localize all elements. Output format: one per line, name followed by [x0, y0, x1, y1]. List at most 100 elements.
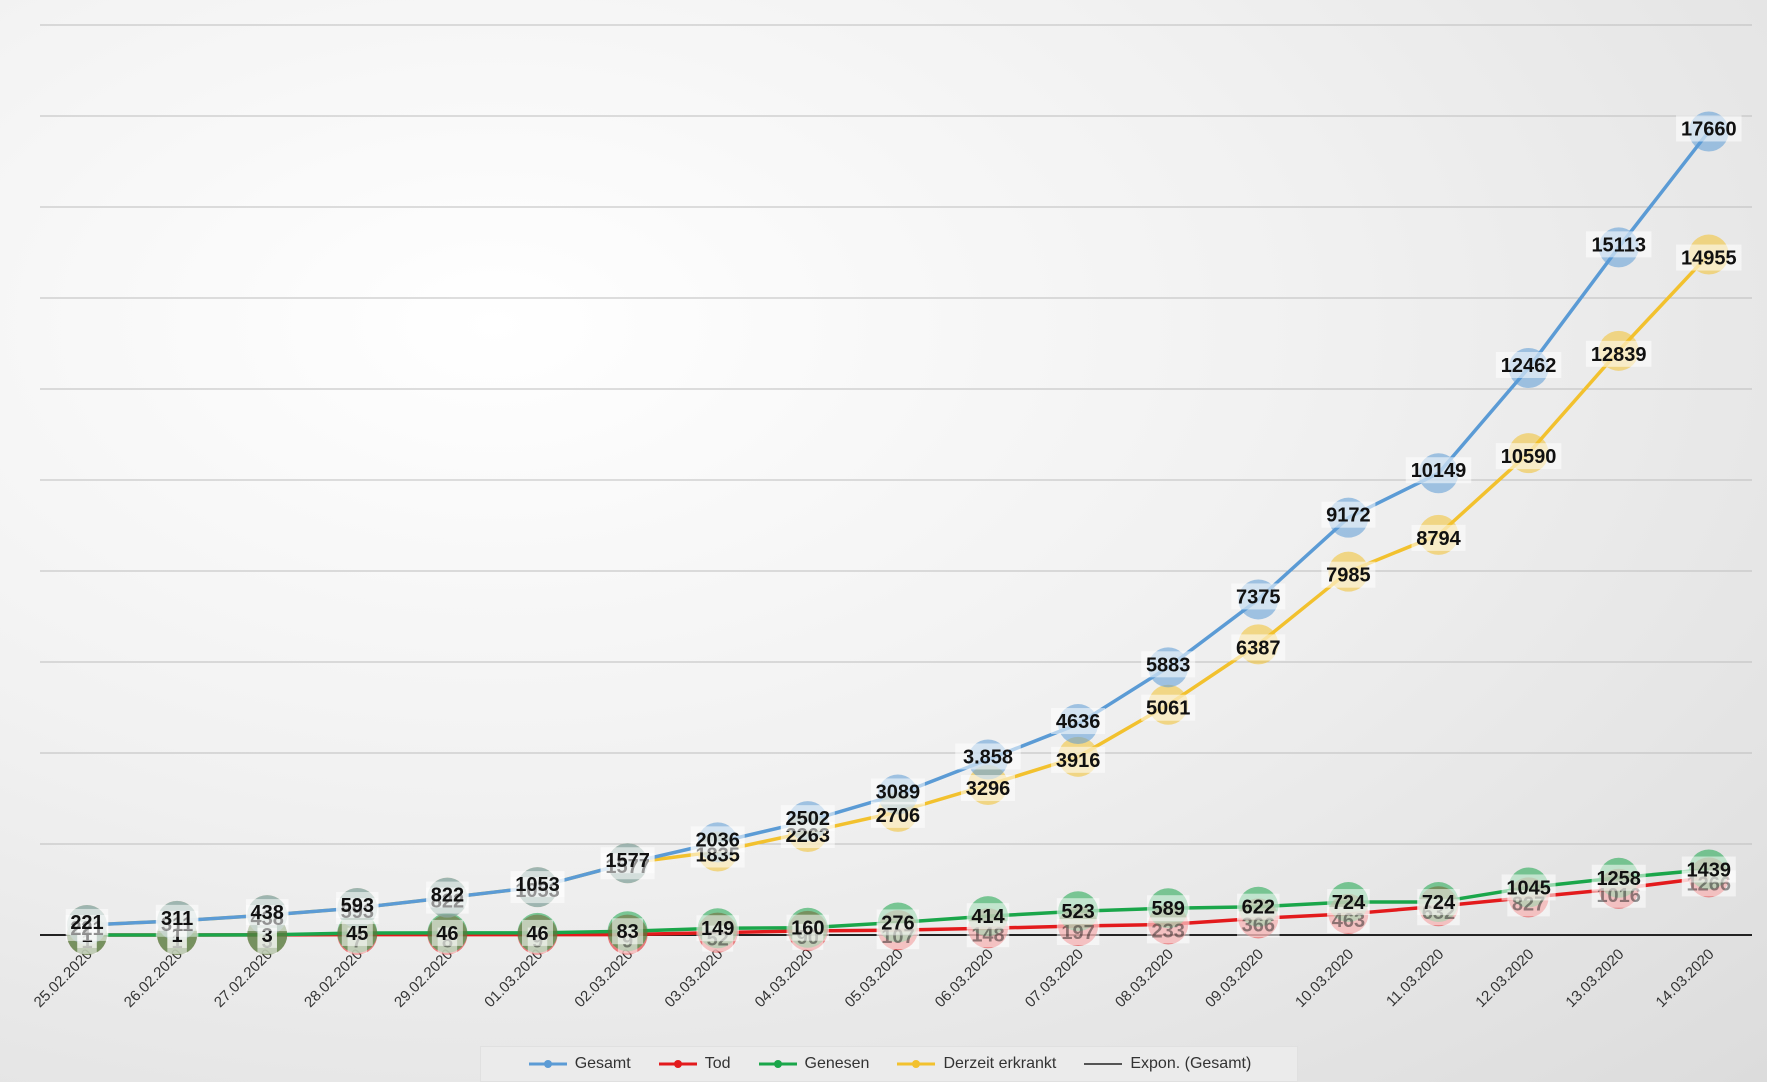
legend-label: Derzeit erkrankt [943, 1055, 1057, 1072]
data-label-bg [876, 909, 920, 936]
data-label: 2502 [786, 808, 831, 830]
data-label: 589 [1152, 898, 1185, 920]
x-tick-label: 04.03.2020 [752, 946, 817, 1011]
data-label: 221 [70, 912, 103, 934]
data-label-bg [1585, 231, 1652, 258]
data-label: 438 [251, 902, 284, 924]
data-label: 83 [616, 921, 638, 943]
data-label-bg [1495, 351, 1562, 378]
data-label: 6387 [1236, 637, 1281, 659]
data-label: 9172 [1326, 505, 1371, 527]
data-label: 3.858 [963, 746, 1013, 768]
data-label: 523 [1061, 901, 1094, 923]
data-label-bg [431, 919, 463, 946]
data-label-bg [1056, 898, 1100, 925]
data-label-bg [1231, 634, 1286, 661]
data-label-bg [245, 899, 289, 926]
data-label: 45 [346, 923, 368, 945]
data-label-bg [786, 914, 830, 941]
data-label-bg [1231, 583, 1286, 610]
data-label-bg [426, 881, 469, 908]
data-label-bg [341, 919, 373, 946]
series-markers [67, 111, 1729, 955]
data-label-bg [870, 778, 925, 805]
data-label-bg [155, 904, 199, 931]
data-label-bg [510, 871, 565, 898]
data-label-bg [1141, 651, 1196, 678]
legend-label: Tod [704, 1055, 731, 1072]
data-label-bg [65, 908, 109, 935]
data-label-bg [1591, 864, 1646, 891]
data-label-bg [1676, 244, 1742, 271]
data-label-bg [1495, 443, 1562, 470]
data-label: 3 [262, 925, 273, 947]
data-label-bg [1321, 501, 1376, 528]
data-label: 12462 [1501, 355, 1557, 377]
x-tick-label: 14.03.2020 [1653, 946, 1718, 1011]
x-tick-label: 09.03.2020 [1202, 946, 1267, 1011]
x-tick-label: 06.03.2020 [932, 946, 997, 1011]
data-label: 724 [1332, 892, 1366, 914]
data-label: 17660 [1681, 118, 1737, 140]
data-label: 3089 [876, 781, 921, 803]
legend-swatch [1084, 1063, 1123, 1065]
x-tick-label: 08.03.2020 [1112, 946, 1177, 1011]
data-labels: 1137899529010714819723336646363282710161… [65, 115, 1742, 954]
data-label: 4636 [1056, 711, 1101, 733]
data-label: 46 [436, 923, 458, 945]
data-label: 2036 [695, 829, 740, 851]
x-tick-label: 13.03.2020 [1562, 946, 1627, 1011]
data-label: 822 [431, 885, 464, 907]
x-tick-label: 27.02.2020 [211, 946, 276, 1011]
data-label-bg [696, 915, 739, 942]
data-label-bg [780, 805, 835, 832]
data-label-bg [1411, 524, 1466, 551]
x-tick-label: 26.02.2020 [121, 946, 186, 1011]
legend-swatch [658, 1060, 697, 1068]
data-label-bg [1681, 856, 1736, 883]
legend-item: Genesen [757, 1055, 870, 1073]
data-label-bg [1585, 340, 1652, 367]
data-label: 7375 [1236, 586, 1281, 608]
x-tick-label: 05.03.2020 [842, 946, 907, 1011]
x-tick-label: 03.03.2020 [661, 946, 726, 1011]
legend: Gesamt Tod Genesen Derzeit erkrankt Expon. (… [480, 1046, 1298, 1082]
data-label: 10590 [1501, 446, 1557, 468]
data-label: 10149 [1411, 460, 1467, 482]
data-label: 724 [1422, 892, 1456, 914]
x-tick-label: 01.03.2020 [481, 946, 546, 1011]
data-label-bg [870, 801, 925, 828]
data-label-bg [961, 775, 1015, 802]
data-label-bg [1327, 889, 1370, 916]
data-label: 463 [1332, 910, 1365, 932]
data-label: 366 [1242, 914, 1275, 936]
data-label-bg [1321, 561, 1376, 588]
legend-label: Expon. (Gesamt) [1130, 1055, 1252, 1072]
data-label: 160 [791, 918, 824, 940]
data-label: 14955 [1681, 248, 1737, 270]
data-label-bg [1405, 457, 1472, 484]
data-label: 311 [161, 908, 193, 930]
data-label: 7985 [1326, 565, 1371, 587]
data-label-bg [966, 903, 1010, 930]
data-label: 3916 [1056, 750, 1101, 772]
data-label-bg [336, 892, 379, 919]
legend-swatch [758, 1060, 797, 1068]
data-label-bg [1051, 708, 1106, 735]
data-label-bg [600, 847, 655, 874]
data-label: 622 [1242, 897, 1275, 919]
data-label: 1053 [515, 874, 560, 896]
legend-label: Genesen [804, 1055, 870, 1072]
gridlines [40, 24, 1752, 845]
data-label-bg [955, 743, 1021, 770]
legend-item: Derzeit erkrankt [895, 1055, 1056, 1073]
x-tick-label: 25.02.2020 [31, 946, 96, 1011]
x-tick-label: 02.03.2020 [571, 946, 636, 1011]
x-tick-label: 11.03.2020 [1383, 946, 1447, 1010]
data-label-bg [1676, 115, 1742, 142]
data-label: 5883 [1146, 654, 1191, 676]
data-label: 276 [881, 912, 914, 934]
x-tick-label: 29.02.2020 [391, 946, 456, 1011]
